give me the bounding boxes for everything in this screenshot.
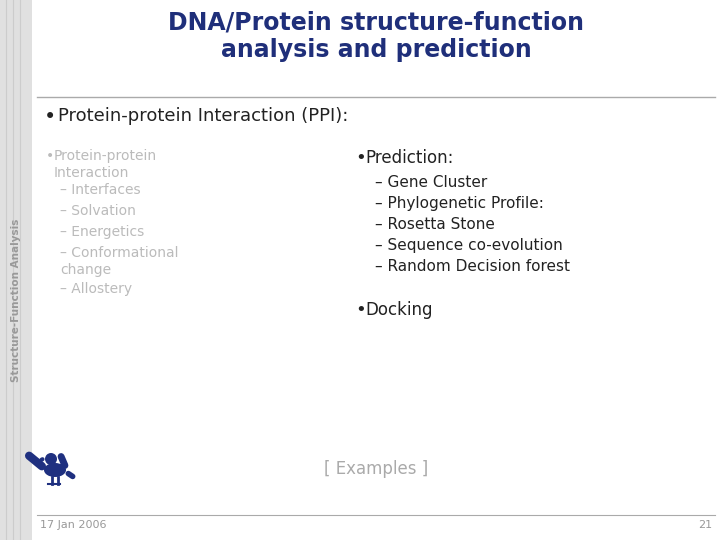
Text: – Gene Cluster: – Gene Cluster — [375, 175, 487, 190]
Text: – Energetics: – Energetics — [60, 225, 144, 239]
FancyArrowPatch shape — [68, 474, 73, 476]
Text: •: • — [46, 149, 54, 163]
Circle shape — [45, 453, 57, 465]
Text: – Sequence co-evolution: – Sequence co-evolution — [375, 238, 563, 253]
Ellipse shape — [44, 463, 66, 477]
FancyArrowPatch shape — [29, 456, 42, 466]
Text: – Allostery: – Allostery — [60, 282, 132, 296]
FancyArrowPatch shape — [61, 456, 65, 465]
Text: Docking: Docking — [365, 301, 433, 319]
Text: DNA/Protein structure-function: DNA/Protein structure-function — [168, 10, 584, 34]
Text: •: • — [44, 107, 56, 127]
Text: Protein-protein
Interaction: Protein-protein Interaction — [54, 149, 157, 180]
Text: – Conformational
change: – Conformational change — [60, 246, 179, 278]
Text: – Phylogenetic Profile:: – Phylogenetic Profile: — [375, 196, 544, 211]
Text: – Random Decision forest: – Random Decision forest — [375, 259, 570, 274]
Text: •: • — [355, 301, 366, 319]
Text: [ Examples ]: [ Examples ] — [324, 460, 428, 478]
Text: •: • — [355, 149, 366, 167]
Text: 17 Jan 2006: 17 Jan 2006 — [40, 520, 107, 530]
Text: Protein-protein Interaction (PPI):: Protein-protein Interaction (PPI): — [58, 107, 348, 125]
Text: Prediction:: Prediction: — [365, 149, 454, 167]
Text: analysis and prediction: analysis and prediction — [220, 38, 531, 62]
Text: Structure-Function Analysis: Structure-Function Analysis — [11, 218, 21, 382]
Text: – Solvation: – Solvation — [60, 204, 136, 218]
Text: – Rosetta Stone: – Rosetta Stone — [375, 217, 495, 232]
Text: 21: 21 — [698, 520, 712, 530]
Text: – Interfaces: – Interfaces — [60, 183, 140, 197]
Bar — [0, 0, 32, 540]
